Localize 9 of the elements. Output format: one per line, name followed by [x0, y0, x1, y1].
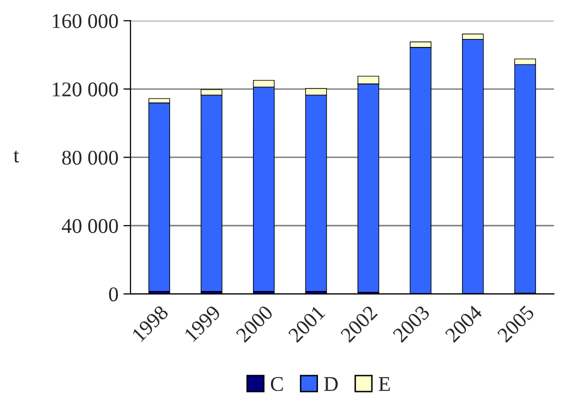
y-tick-label: 120 000 — [52, 82, 118, 96]
legend-label: E — [378, 377, 390, 391]
legend-label: D — [324, 377, 338, 391]
y-axis-title: t — [14, 150, 20, 163]
y-tick-label: 40 000 — [62, 219, 118, 234]
legend-label: C — [270, 377, 283, 392]
y-tick-label: 160 000 — [52, 14, 118, 28]
y-tick-label: 80 000 — [62, 150, 118, 165]
y-tick-label: 0 — [109, 287, 118, 302]
